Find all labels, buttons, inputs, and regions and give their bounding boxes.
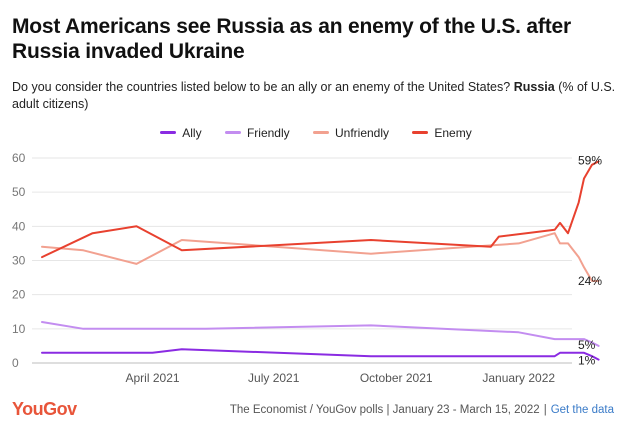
legend-label-ally: Ally <box>182 125 202 140</box>
legend-label-friendly: Friendly <box>246 125 290 140</box>
series-line-friendly <box>41 321 600 347</box>
footer-source: The Economist / YouGov polls | January 2… <box>230 404 614 416</box>
y-tick-label: 40 <box>12 219 26 233</box>
series-line-ally <box>41 348 600 361</box>
series-line-unfriendly <box>41 232 600 282</box>
chart-subtitle: Do you consider the countries listed bel… <box>12 79 620 113</box>
x-tick-label: July 2021 <box>248 371 300 385</box>
subtitle-unit: (% of U.S. adult citizens) <box>12 80 616 111</box>
subtitle-country: Russia <box>513 80 555 94</box>
legend-label-unfriendly: Unfriendly <box>334 125 390 140</box>
y-tick-label: 0 <box>12 356 19 370</box>
y-tick-label: 60 <box>12 151 26 165</box>
chart-legend: Ally Friendly Unfriendly Enemy <box>0 123 632 140</box>
source-text: The Economist / YouGov polls | January 2… <box>229 404 540 416</box>
legend-swatch-enemy <box>412 131 429 134</box>
y-tick-label: 20 <box>12 288 26 302</box>
end-label-unfriendly: 24% <box>578 274 602 288</box>
end-label-friendly: 5% <box>578 338 596 352</box>
legend-swatch-unfriendly <box>312 131 329 134</box>
source-separator: | <box>543 404 547 416</box>
yougov-logo: YouGov <box>12 399 77 419</box>
end-label-enemy: 59% <box>578 153 602 167</box>
legend-item-enemy[interactable]: Enemy <box>412 125 472 140</box>
x-tick-label: October 2021 <box>360 371 433 385</box>
x-tick-label: January 2022 <box>482 371 555 385</box>
x-tick-label: April 2021 <box>126 371 180 385</box>
legend-swatch-friendly <box>224 131 241 134</box>
legend-label-enemy: Enemy <box>434 125 472 140</box>
y-tick-label: 30 <box>12 254 26 268</box>
series-line-enemy <box>41 160 600 259</box>
end-label-ally: 1% <box>578 354 596 368</box>
get-data-link[interactable]: Get the data <box>550 404 614 416</box>
legend-item-friendly[interactable]: Friendly <box>224 125 290 140</box>
subtitle-question: Do you consider the countries listed bel… <box>12 80 511 94</box>
legend-item-unfriendly[interactable]: Unfriendly <box>312 125 390 140</box>
legend-item-ally[interactable]: Ally <box>160 125 202 140</box>
chart-title: Most Americans see Russia as an enemy of… <box>12 15 571 63</box>
y-tick-label: 10 <box>12 322 26 336</box>
legend-swatch-ally <box>160 131 177 134</box>
y-tick-label: 50 <box>12 185 26 199</box>
